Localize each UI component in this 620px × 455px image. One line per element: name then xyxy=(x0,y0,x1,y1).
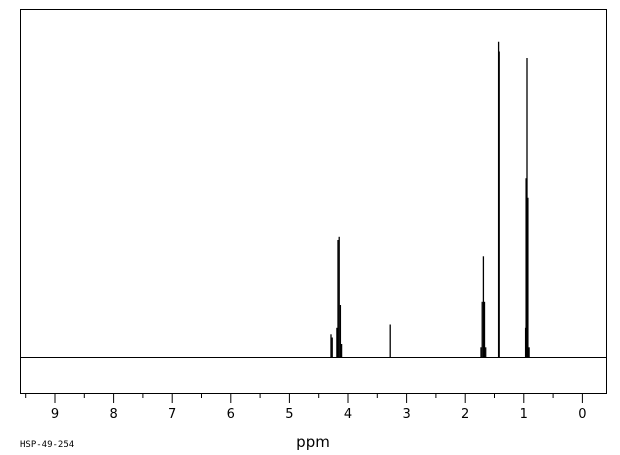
x-tick-label: 8 xyxy=(109,407,117,422)
x-tick-label: 6 xyxy=(227,407,235,422)
x-tick-label: 9 xyxy=(51,407,59,422)
x-tick-label: 2 xyxy=(461,407,469,422)
x-tick-label: 7 xyxy=(168,407,176,422)
x-tick-label: 4 xyxy=(344,407,352,422)
x-tick-label: 5 xyxy=(285,407,293,422)
x-axis-title: ppm xyxy=(296,433,330,451)
x-tick-label: 3 xyxy=(402,407,410,422)
x-axis-ticks: 9 8 7 6 5 4 3 2 1 0 xyxy=(25,393,587,422)
x-tick-label: 1 xyxy=(520,407,528,422)
spectrum-code-label: HSP-49-254 xyxy=(20,440,74,450)
peaks-layer xyxy=(330,41,530,357)
x-tick-label: 0 xyxy=(578,407,586,422)
plot-frame xyxy=(20,9,607,394)
